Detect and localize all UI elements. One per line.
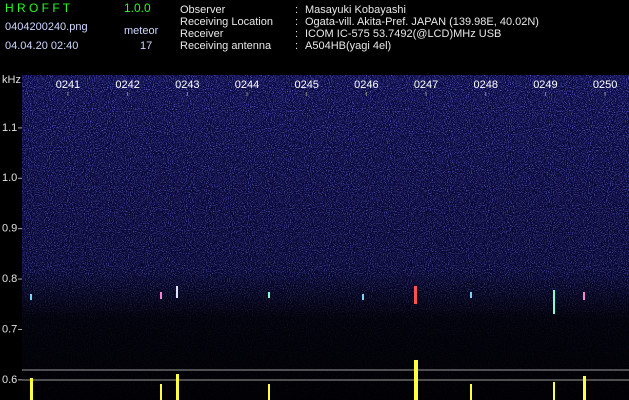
detection-strip (30, 360, 586, 400)
field-value: Ogata-vill. Akita-Pref. JAPAN (139.98E, … (305, 16, 539, 28)
field-sep: : (295, 4, 298, 16)
field-value: Masayuki Kobayashi (305, 4, 406, 16)
meteor-echoes (30, 286, 585, 314)
x-tick-label: 0245 (294, 79, 318, 91)
x-tick-label: 0249 (533, 79, 557, 91)
x-tick-label: 0250 (593, 79, 617, 91)
field-label: Receiving Location (180, 16, 273, 28)
field-sep: : (295, 28, 298, 40)
y-tick-label: 0.9 (2, 223, 17, 235)
field-sep: : (295, 40, 298, 52)
meteor-label: meteor (124, 25, 159, 37)
field-value: A504HB(yagi 4el) (305, 40, 391, 52)
field-label: Receiver (180, 28, 224, 40)
app-name: H R O F F T (5, 1, 71, 15)
field-label: Observer (180, 4, 226, 16)
field-label: Receiving antenna (180, 40, 272, 52)
y-tick-label: 1.0 (2, 172, 17, 184)
date-time: 04.04.20 02:40 (5, 40, 78, 52)
spectrogram-fade (22, 75, 629, 400)
x-tick-label: 0246 (354, 79, 378, 91)
x-tick-label: 0244 (235, 79, 259, 91)
field-sep: : (295, 16, 298, 28)
y-tick-label: 0.6 (2, 374, 17, 386)
app-version: 1.0.0 (124, 1, 151, 15)
header: H R O F F T 1.0.0 0404200240.png meteor … (5, 1, 159, 52)
y-tick-label: 0.8 (2, 273, 17, 285)
x-tick-label: 0241 (56, 79, 80, 91)
x-tick-label: 0243 (175, 79, 199, 91)
file-name: 0404200240.png (5, 21, 88, 33)
meteor-count: 17 (140, 40, 152, 52)
x-tick-label: 0242 (115, 79, 139, 91)
y-tick-label: 0.7 (2, 323, 17, 335)
field-value: ICOM IC-575 53.7492(@LCD)MHz USB (305, 28, 501, 40)
x-tick-label: 0247 (414, 79, 438, 91)
y-axis-label: kHz (2, 74, 21, 86)
y-tick-label: 1.1 (2, 122, 17, 134)
x-tick-label: 0248 (474, 79, 498, 91)
